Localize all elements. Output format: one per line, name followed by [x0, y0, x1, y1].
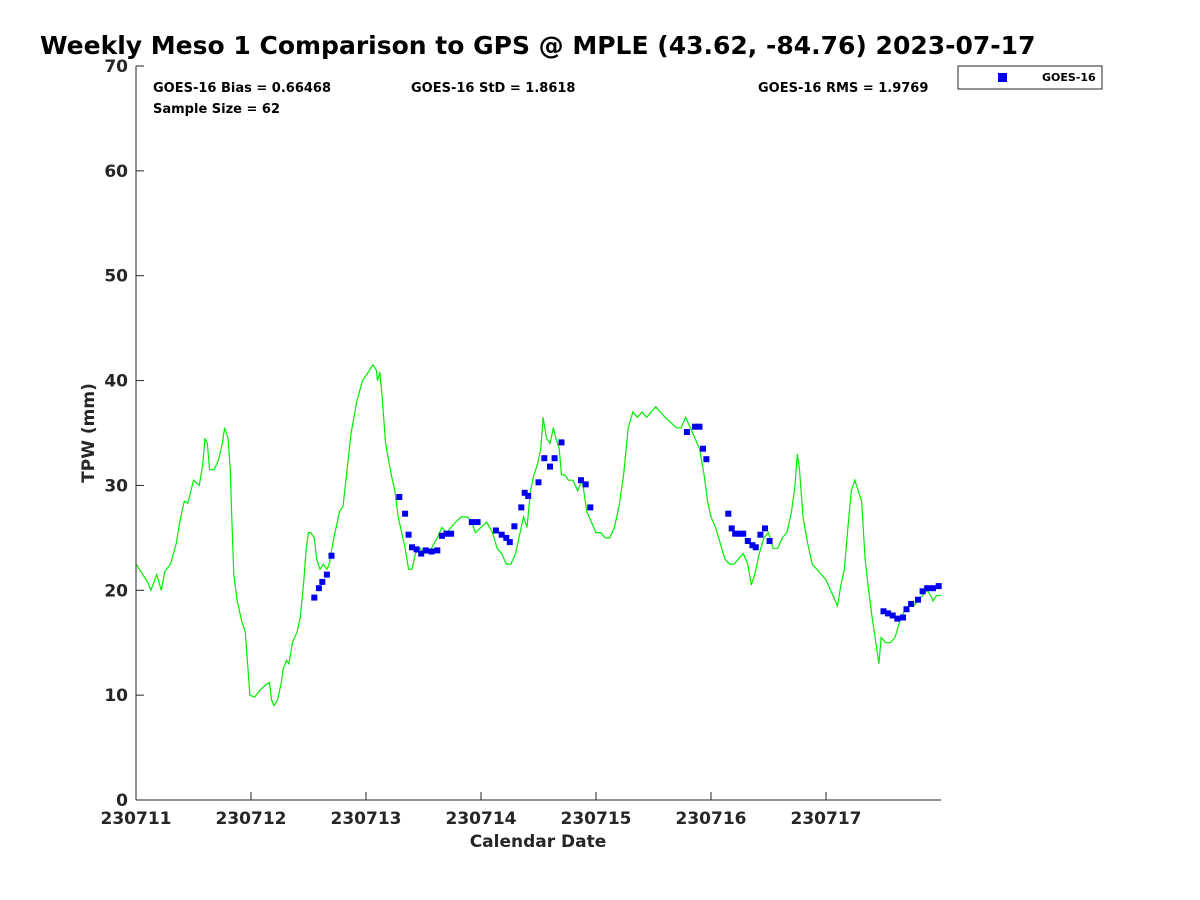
goes-16-point [900, 614, 906, 621]
goes-16-point [578, 477, 584, 484]
goes-16-point [443, 530, 450, 537]
sample-size-stat: Sample Size = 62 [153, 102, 280, 117]
goes-16-series [311, 423, 942, 622]
goes-16-point [474, 519, 481, 526]
goes-16-point [915, 596, 921, 603]
goes-16-point [766, 538, 773, 544]
goes-16-point [889, 612, 896, 619]
y-tick-label: 20 [104, 581, 128, 601]
goes-16-point [402, 510, 409, 517]
goes-16-point [930, 585, 936, 592]
goes-16-point [728, 525, 735, 532]
x-tick-label: 230716 [676, 809, 747, 829]
x-tick-label: 230714 [446, 809, 517, 829]
goes-16-point [323, 571, 330, 578]
x-tick-label: 230711 [101, 809, 172, 829]
goes-16-point [311, 594, 318, 601]
goes-16-point [521, 489, 528, 496]
y-axis-ticks: 0 10 20 30 40 50 60 70 [104, 57, 144, 811]
goes-16-point [525, 492, 532, 499]
bias-stat: GOES-16 Bias = 0.66468 [153, 81, 331, 96]
legend-box [957, 65, 1103, 90]
goes-16-point [492, 527, 499, 534]
goes-16-point [498, 531, 505, 538]
chart-title: Weekly Meso 1 Comparison to GPS @ MPLE (… [40, 31, 1035, 60]
y-tick-label: 40 [104, 372, 128, 392]
rms-stat: GOES-16 RMS = 1.9769 [758, 81, 928, 96]
x-tick-label: 230713 [331, 809, 402, 829]
goes-16-point [903, 606, 910, 613]
y-tick-label: 10 [104, 686, 128, 706]
goes-16-point [924, 585, 931, 592]
gps-line [135, 363, 941, 707]
goes-16-point [405, 531, 412, 538]
legend-entry: GOES-16 [1042, 71, 1096, 84]
y-tick-label: 0 [116, 791, 128, 811]
goes-16-point [422, 547, 429, 554]
goes-16-point [319, 578, 326, 585]
y-tick-label: 60 [104, 162, 128, 182]
goes-16-point [558, 439, 565, 446]
goes-16-point [551, 455, 558, 462]
goes-16-point [315, 585, 322, 592]
goes-16-point [703, 456, 710, 463]
goes-16-point [919, 588, 926, 595]
x-tick-label: 230717 [791, 809, 862, 829]
goes-16-point [448, 530, 455, 537]
goes-16-point [409, 544, 415, 551]
goes-16-point [511, 523, 518, 530]
goes-16-point [736, 530, 743, 537]
goes-16-point [894, 615, 901, 622]
goes-16-point [744, 538, 751, 544]
plot-area [136, 66, 941, 800]
goes-16-point [683, 429, 690, 435]
goes-16-point [880, 608, 887, 615]
y-tick-label: 30 [104, 476, 128, 496]
goes-16-point [535, 479, 542, 486]
std-stat: GOES-16 StD = 1.8618 [411, 81, 575, 96]
y-axis-label: TPW (mm) [79, 383, 99, 483]
legend: GOES-16 [957, 65, 1103, 90]
goes-16-point [413, 546, 420, 553]
goes-16-point [691, 423, 698, 430]
goes-16-point [547, 463, 553, 470]
goes-16-point [518, 504, 525, 511]
goes-16-point [757, 531, 764, 538]
goes-16-point [935, 583, 942, 590]
goes-16-point [740, 530, 747, 537]
goes-16-point [506, 539, 513, 546]
goes-16-point [725, 510, 732, 517]
x-axis-ticks: 230711 230712 230713 230714 230715 230716 2307… [101, 792, 862, 829]
goes-16-point [587, 504, 594, 511]
goes-16-point [752, 544, 759, 551]
goes-16-point [732, 530, 739, 537]
goes-16-point [908, 600, 915, 607]
goes-16-point [503, 534, 510, 541]
goes-16-point [700, 445, 706, 452]
y-tick-label: 50 [104, 267, 128, 287]
x-axis-label: Calendar Date [470, 832, 607, 852]
goes-16-point [396, 494, 403, 500]
goes-16-point [582, 481, 589, 488]
x-tick-label: 230715 [561, 809, 632, 829]
goes-16-point [749, 542, 756, 549]
goes-16-point [762, 525, 768, 532]
goes-16-point [468, 519, 475, 526]
y-tick-label: 70 [104, 57, 128, 77]
goes-16-point [434, 547, 441, 554]
goes-16-point [885, 610, 892, 617]
legend-marker [998, 73, 1007, 82]
goes-16-point [696, 423, 703, 430]
x-tick-label: 230712 [216, 809, 287, 829]
goes-16-point [541, 455, 548, 462]
goes-16-point [328, 552, 335, 559]
gps-series [135, 363, 941, 707]
goes-16-point [438, 532, 445, 539]
goes-16-point [418, 550, 425, 557]
goes-16-point [428, 548, 435, 555]
